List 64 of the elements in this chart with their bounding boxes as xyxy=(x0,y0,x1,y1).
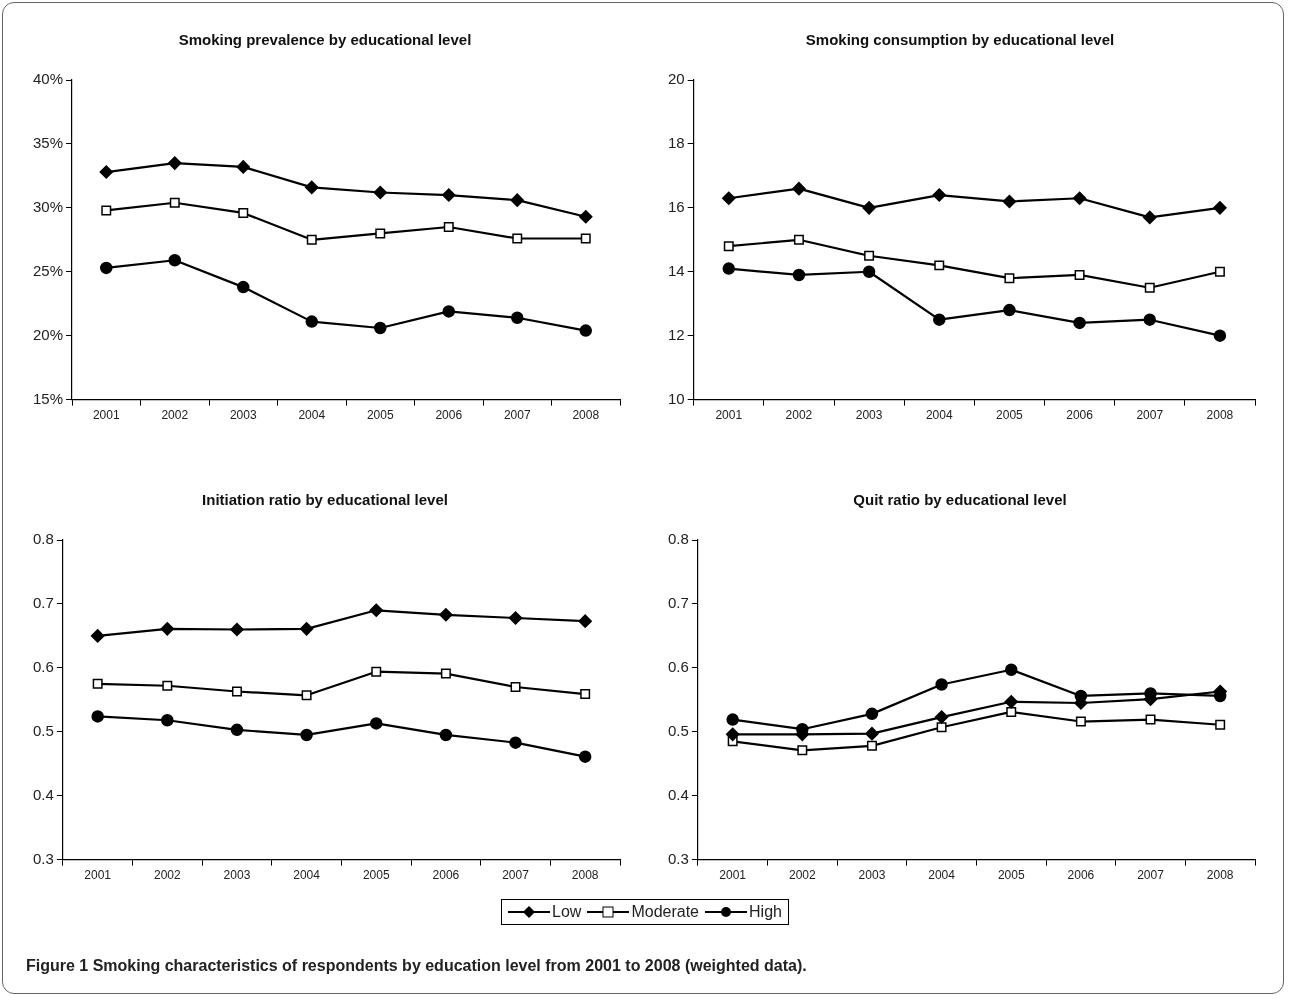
y-tick-label: 14 xyxy=(668,261,685,279)
legend-label: High xyxy=(749,903,782,921)
y-tick-label: 0.5 xyxy=(667,721,689,739)
y-tick-label: 0.5 xyxy=(32,721,54,739)
x-tick-label: 2002 xyxy=(161,408,189,423)
x-tick-label: 2007 xyxy=(503,408,531,423)
x-tick-label: 2008 xyxy=(572,408,600,423)
x-tick-label: 2007 xyxy=(1136,408,1164,423)
x-tick-label: 2004 xyxy=(925,408,953,423)
x-tick-label: 2006 xyxy=(435,408,463,423)
x-tick-label: 2001 xyxy=(92,408,120,423)
chart-title: Quit ratio by educational level xyxy=(853,491,1067,509)
y-tick-label: 0.4 xyxy=(667,785,689,803)
x-tick-label: 2007 xyxy=(1137,868,1165,883)
legend-label: Low xyxy=(552,903,582,921)
x-tick-label: 2002 xyxy=(788,868,816,883)
y-tick-label: 12 xyxy=(668,325,685,343)
x-tick-label: 2003 xyxy=(223,868,251,883)
legend-label: Moderate xyxy=(631,903,700,921)
y-tick-label: 40% xyxy=(32,70,64,88)
x-tick-label: 2008 xyxy=(1206,408,1234,423)
x-tick-label: 2003 xyxy=(858,868,886,883)
x-tick-label: 2008 xyxy=(1206,868,1234,883)
x-tick-label: 2005 xyxy=(366,408,394,423)
y-tick-label: 0.6 xyxy=(667,657,689,675)
y-tick-label: 0.6 xyxy=(32,657,54,675)
y-tick-label: 20 xyxy=(668,70,685,88)
y-tick-label: 25% xyxy=(32,261,64,279)
x-tick-label: 2001 xyxy=(84,868,112,883)
y-tick-label: 0.4 xyxy=(32,785,54,803)
x-tick-label: 2006 xyxy=(1067,868,1095,883)
y-tick-label: 0.8 xyxy=(32,530,54,548)
y-tick-label: 0.3 xyxy=(667,849,689,867)
x-tick-label: 2003 xyxy=(229,408,257,423)
y-tick-label: 0.8 xyxy=(667,530,689,548)
x-tick-label: 2001 xyxy=(719,868,747,883)
x-tick-label: 2004 xyxy=(298,408,326,423)
y-tick-label: 0.3 xyxy=(32,849,54,867)
y-tick-label: 0.7 xyxy=(32,594,54,612)
x-tick-label: 2006 xyxy=(1066,408,1094,423)
y-tick-label: 15% xyxy=(32,389,64,407)
x-tick-label: 2001 xyxy=(715,408,743,423)
x-tick-label: 2002 xyxy=(153,868,181,883)
x-tick-label: 2002 xyxy=(785,408,813,423)
y-tick-label: 10 xyxy=(668,389,685,407)
y-tick-label: 30% xyxy=(32,197,64,215)
chart-title: Smoking prevalence by educational level xyxy=(178,31,472,49)
y-tick-label: 35% xyxy=(32,134,64,152)
x-tick-label: 2004 xyxy=(928,868,956,883)
x-tick-label: 2005 xyxy=(997,868,1025,883)
y-tick-label: 20% xyxy=(32,325,64,343)
y-tick-label: 16 xyxy=(668,197,685,215)
y-tick-label: 0.7 xyxy=(667,594,689,612)
y-tick-label: 18 xyxy=(668,134,685,152)
chart-title: Smoking consumption by educational level xyxy=(805,31,1115,49)
x-tick-label: 2004 xyxy=(293,868,321,883)
x-tick-label: 2005 xyxy=(996,408,1024,423)
x-tick-label: 2003 xyxy=(855,408,883,423)
x-tick-label: 2005 xyxy=(362,868,390,883)
x-tick-label: 2008 xyxy=(571,868,599,883)
x-tick-label: 2007 xyxy=(502,868,530,883)
caption: Figure 1 Smoking characteristics of respondents by education level from 2001 to 2008 (weighted data). xyxy=(26,957,807,974)
chart-title: Initiation ratio by educational level xyxy=(202,491,448,509)
x-tick-label: 2006 xyxy=(432,868,460,883)
